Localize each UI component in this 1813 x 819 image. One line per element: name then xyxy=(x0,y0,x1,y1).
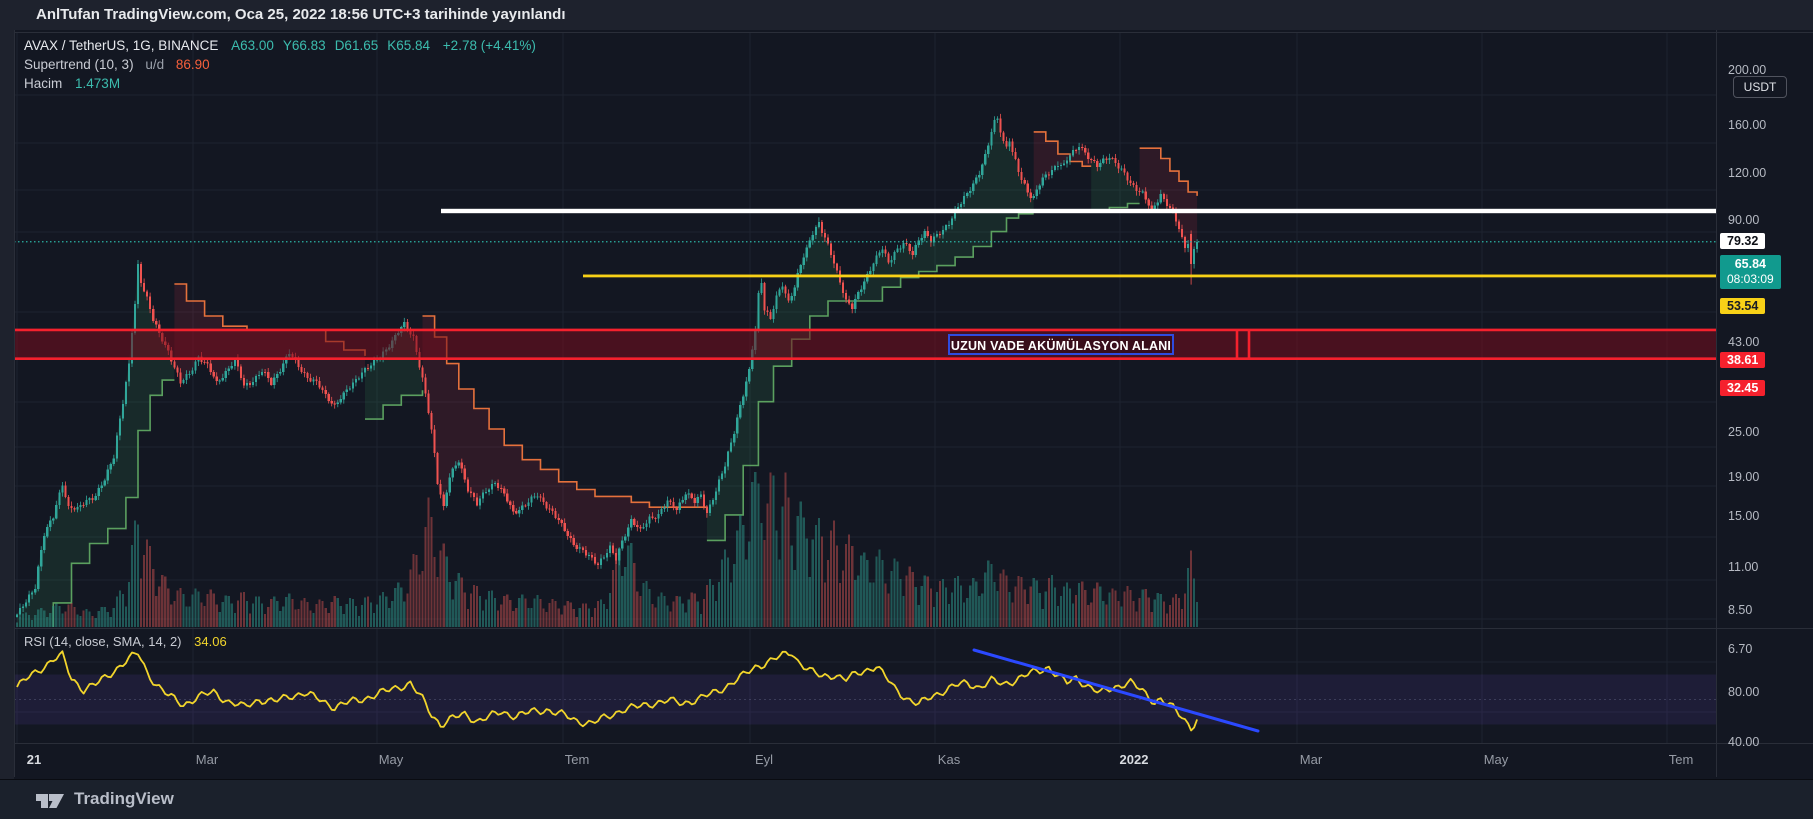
time-axis-label: May xyxy=(378,752,404,767)
price-axis-tick: 8.50 xyxy=(1728,603,1753,617)
tradingview-logo-icon[interactable] xyxy=(36,789,66,813)
ohlc-values: A63.00 Y66.83 D61.65 K65.84 xyxy=(222,38,430,53)
band-top-badge: 38.61 xyxy=(1720,352,1766,368)
pane-divider xyxy=(14,628,1813,629)
rsi-legend[interactable]: RSI (14, close, SMA, 14, 2) 34.06 xyxy=(24,634,227,649)
supertrend-ud-label: u/d xyxy=(145,57,165,72)
time-axis-label: Kas xyxy=(937,752,961,767)
volume-label: Hacim xyxy=(24,76,63,91)
price-axis[interactable]: 200.00160.00120.0090.0070.0043.0025.0019… xyxy=(1716,30,1813,777)
volume-value: 1.473M xyxy=(75,76,121,91)
last-price-badge: 65.84 08:03:09 xyxy=(1720,255,1781,289)
time-axis-label: May xyxy=(1483,752,1509,767)
accumulation-zone-label[interactable]: UZUN VADE AKÜMÜLASYON ALANI xyxy=(948,334,1174,355)
ohlc-value-Y: Y66.83 xyxy=(282,38,326,53)
rsi-label: RSI (14, close, SMA, 14, 2) xyxy=(24,634,182,649)
price-axis-tick: 120.00 xyxy=(1728,166,1767,180)
bar-countdown: 08:03:09 xyxy=(1727,272,1774,286)
time-axis[interactable]: 21 Mar May Tem Eyl Kas 2022 Mar May Tem xyxy=(14,744,1716,777)
price-axis-tick: 19.00 xyxy=(1728,470,1760,484)
band-bottom-badge: 32.45 xyxy=(1720,380,1766,396)
time-axis-label: 2022 xyxy=(1119,752,1149,767)
price-axis-tick: 200.00 xyxy=(1728,63,1767,77)
pane-top-border xyxy=(14,32,1813,33)
legend-volume-row[interactable]: Hacim 1.473M xyxy=(24,74,536,93)
left-margin-strip xyxy=(0,30,14,779)
ohlc-value-D: D61.65 xyxy=(334,38,379,53)
ohlc-value-A: A63.00 xyxy=(231,38,274,53)
rsi-value: 34.06 xyxy=(194,634,227,649)
time-axis-label: Mar xyxy=(1299,752,1323,767)
change-value: +2.78 (+4.41%) xyxy=(442,38,536,53)
price-axis-tick: 15.00 xyxy=(1728,509,1760,523)
footer-bar: TradingView xyxy=(0,779,1813,819)
price-axis-tick: 11.00 xyxy=(1728,560,1759,574)
chart-area[interactable] xyxy=(14,30,1813,779)
rsi-axis-tick: 80.00 xyxy=(1728,685,1760,699)
currency-toggle-button[interactable]: USDT xyxy=(1733,76,1787,98)
supertrend-value: 86.90 xyxy=(175,57,210,72)
timeaxis-border xyxy=(14,743,1813,744)
tradingview-brand-link[interactable]: TradingView xyxy=(74,789,174,808)
time-axis-label: 21 xyxy=(26,752,42,767)
time-axis-label: Eyl xyxy=(754,752,774,767)
rsi-axis-tick: 40.00 xyxy=(1728,735,1760,749)
publish-header: AnlTufan TradingView.com, Oca 25, 2022 1… xyxy=(0,0,1813,30)
supertrend-label: Supertrend (10, 3) xyxy=(24,57,134,72)
legend-supertrend-row[interactable]: Supertrend (10, 3) u/d 86.90 xyxy=(24,55,536,74)
accumulation-zone-text: UZUN VADE AKÜMÜLASYON ALANI xyxy=(950,339,1172,353)
price-axis-tick: 43.00 xyxy=(1728,335,1760,349)
white-level-badge: 79.32 xyxy=(1720,233,1766,249)
pane-left-border xyxy=(14,30,15,777)
time-axis-label: Mar xyxy=(195,752,219,767)
price-axis-tick: 90.00 xyxy=(1728,213,1760,227)
publish-header-text: AnlTufan TradingView.com, Oca 25, 2022 1… xyxy=(36,6,566,23)
symbol-title: AVAX / TetherUS, 1G, BINANCE xyxy=(24,38,219,53)
ohlc-value-K: K65.84 xyxy=(387,38,431,53)
price-axis-tick: 6.70 xyxy=(1728,642,1753,656)
time-axis-label: Tem xyxy=(564,752,590,767)
yellow-level-badge: 53.54 xyxy=(1720,298,1766,314)
last-price-value: 65.84 xyxy=(1734,257,1766,271)
legend-symbol-row[interactable]: AVAX / TetherUS, 1G, BINANCE A63.00 Y66.8… xyxy=(24,36,536,55)
price-axis-tick: 25.00 xyxy=(1728,425,1760,439)
chart-legend: AVAX / TetherUS, 1G, BINANCE A63.00 Y66.8… xyxy=(24,36,536,93)
price-axis-tick: 160.00 xyxy=(1728,118,1767,132)
time-axis-label: Tem xyxy=(1668,752,1694,767)
